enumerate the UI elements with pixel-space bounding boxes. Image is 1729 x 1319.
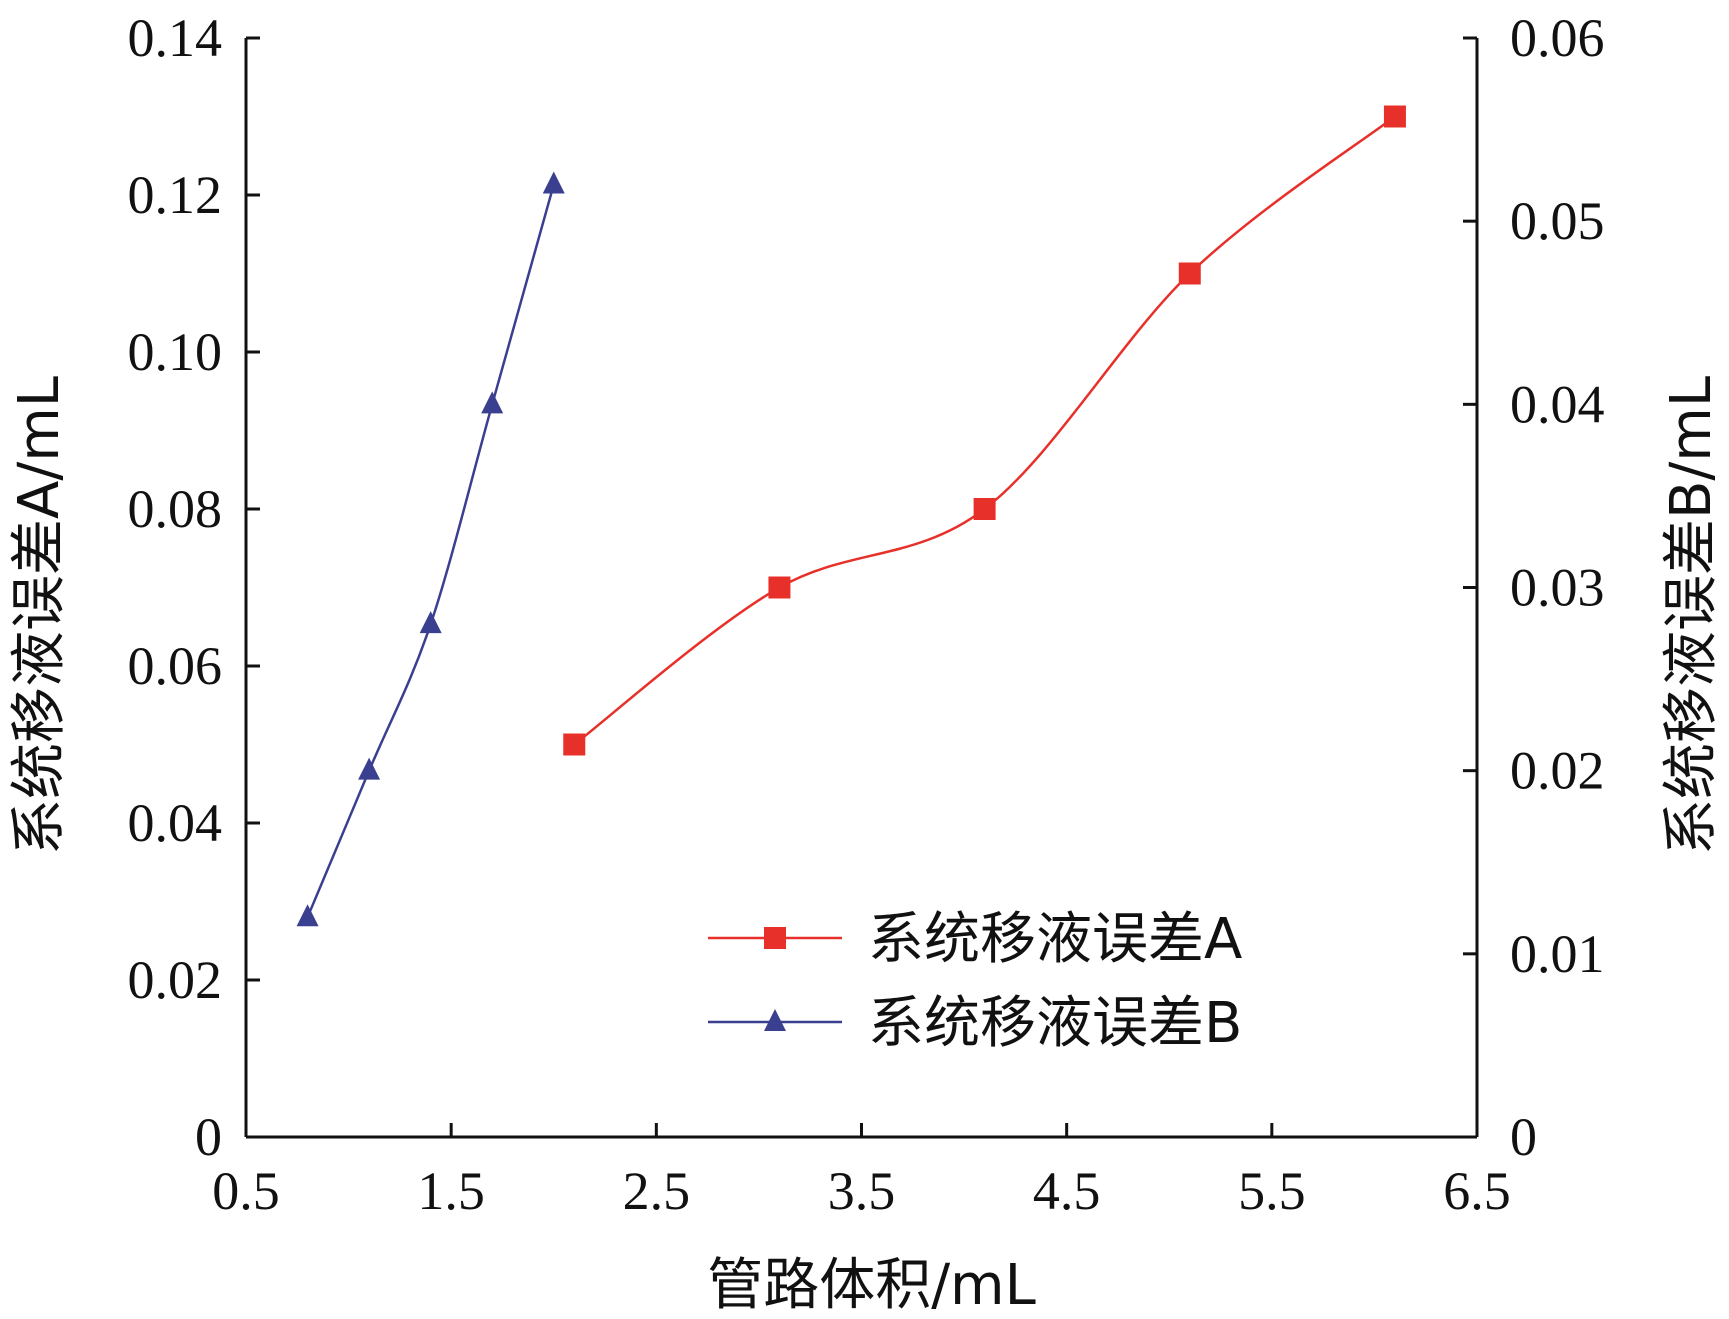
data-point bbox=[768, 577, 790, 599]
axes: 0.5 1.5 2.5 3.5 4.5 5.5 6.500.020.040.060.080.… bbox=[128, 8, 1605, 1221]
data-point bbox=[1384, 106, 1406, 128]
series-line bbox=[574, 117, 1395, 745]
data-point bbox=[420, 611, 442, 633]
series-line bbox=[308, 185, 554, 918]
y-left-tick-label: 0.14 bbox=[128, 8, 223, 68]
legend-marker bbox=[764, 1009, 786, 1031]
data-point bbox=[974, 498, 996, 520]
data-point bbox=[543, 172, 565, 194]
y-left-tick-label: 0 bbox=[195, 1107, 222, 1167]
series-1 bbox=[563, 106, 1406, 756]
data-point bbox=[297, 904, 319, 926]
x-tick-label: 3.5 bbox=[828, 1161, 896, 1221]
y-axis-left-title: 系统移液误差A/mL bbox=[7, 376, 72, 855]
legend-label: 系统移液误差A bbox=[868, 907, 1242, 972]
x-tick-label: 5.5 bbox=[1238, 1161, 1306, 1221]
x-tick-label: 0.5 bbox=[212, 1161, 280, 1221]
data-point bbox=[358, 758, 380, 780]
data-point bbox=[1179, 263, 1201, 285]
legend-marker bbox=[764, 927, 786, 949]
y-left-tick-label: 0.04 bbox=[128, 793, 223, 853]
y-right-tick-label: 0.06 bbox=[1510, 8, 1605, 68]
y-right-tick-label: 0 bbox=[1510, 1107, 1537, 1167]
series-layer bbox=[297, 106, 1406, 927]
legend: 系统移液误差A 系统移液误差B bbox=[708, 907, 1242, 1056]
y-left-tick-label: 0.08 bbox=[128, 479, 223, 539]
data-point bbox=[481, 391, 503, 413]
x-tick-label: 4.5 bbox=[1033, 1161, 1101, 1221]
x-tick-label: 6.5 bbox=[1443, 1161, 1511, 1221]
y-right-tick-label: 0.01 bbox=[1510, 924, 1605, 984]
legend-item-1: 系统移液误差A bbox=[708, 907, 1242, 972]
data-point bbox=[563, 734, 585, 756]
x-tick-label: 1.5 bbox=[417, 1161, 485, 1221]
y-left-tick-label: 0.12 bbox=[128, 165, 223, 225]
y-left-tick-label: 0.10 bbox=[128, 322, 223, 382]
chart: 0.5 1.5 2.5 3.5 4.5 5.5 6.500.020.040.060.080.… bbox=[0, 0, 1729, 1319]
x-tick-label: 2.5 bbox=[623, 1161, 691, 1221]
y-axis-right-title: 系统移液误差B/mL bbox=[1659, 376, 1724, 855]
y-right-tick-label: 0.04 bbox=[1510, 374, 1605, 434]
y-right-tick-label: 0.03 bbox=[1510, 558, 1605, 618]
legend-item-2: 系统移液误差B bbox=[708, 991, 1242, 1056]
y-right-tick-label: 0.05 bbox=[1510, 191, 1605, 251]
y-right-tick-label: 0.02 bbox=[1510, 741, 1605, 801]
legend-label: 系统移液误差B bbox=[868, 991, 1242, 1056]
series-2 bbox=[297, 172, 565, 927]
x-axis-title: 管路体积/mL bbox=[707, 1253, 1036, 1318]
y-left-tick-label: 0.02 bbox=[128, 950, 223, 1010]
y-left-tick-label: 0.06 bbox=[128, 636, 223, 696]
